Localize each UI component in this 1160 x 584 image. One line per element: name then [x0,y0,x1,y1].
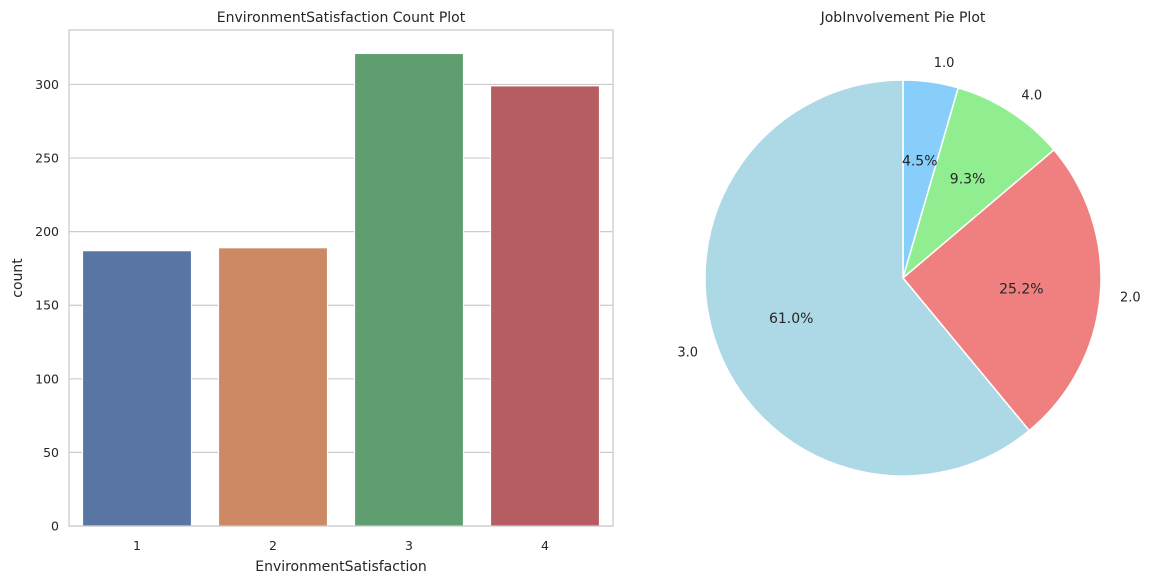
y-tick-label: 50 [43,445,59,460]
pie-slice-3.0 [704,79,1030,477]
x-tick-label: 2 [269,538,277,553]
pie-percent-label: 9.3% [950,171,986,187]
pie-label: 1.0 [934,56,955,71]
pie-chart-title: JobInvolvement Pie Plot [820,10,986,26]
pie-slices [704,79,1102,477]
x-tick-label: 4 [541,538,549,553]
y-tick-label: 0 [51,519,59,534]
bar-2 [218,247,328,527]
bar-1 [82,250,192,527]
pie-percent-labels: 4.5% 9.3% 25.2% 61.0% [769,153,1044,327]
bar-chart-title: EnvironmentSatisfaction Count Plot [217,10,466,26]
x-tick-labels: 1 2 3 4 [133,538,549,553]
pie-percent-label: 61.0% [769,311,813,327]
y-tick-label: 150 [35,298,59,313]
x-axis-label: EnvironmentSatisfaction [255,559,427,575]
pie-slice-2.0 [902,149,1102,432]
y-tick-label: 100 [35,371,59,386]
bar-3 [354,53,464,527]
bar-4 [490,85,600,527]
pie-label: 4.0 [1021,89,1042,104]
y-tick-label: 250 [35,151,59,166]
x-tick-label: 3 [405,538,413,553]
pie-percent-label: 25.2% [999,281,1043,297]
y-tick-label: 300 [35,77,59,92]
pie-label: 2.0 [1120,291,1141,306]
bar-series [82,53,600,527]
x-tick-label: 1 [133,538,141,553]
bar-frame [68,29,614,527]
pie-label: 3.0 [677,345,698,360]
bar-chart: EnvironmentSatisfaction Count Plot 05010… [10,10,614,575]
y-tick-label: 200 [35,224,59,239]
pie-chart: JobInvolvement Pie Plot 1.0 4.0 2.0 3.0 4.5… [677,10,1141,477]
pie-labels: 1.0 4.0 2.0 3.0 [677,56,1140,360]
y-axis-label: count [10,258,26,298]
plot-frame [68,29,614,527]
pie-percent-label: 4.5% [902,153,938,169]
y-tick-labels: 0 50 100 150 200 250 300 [35,77,59,534]
pie-slice-4.0 [902,87,1055,279]
